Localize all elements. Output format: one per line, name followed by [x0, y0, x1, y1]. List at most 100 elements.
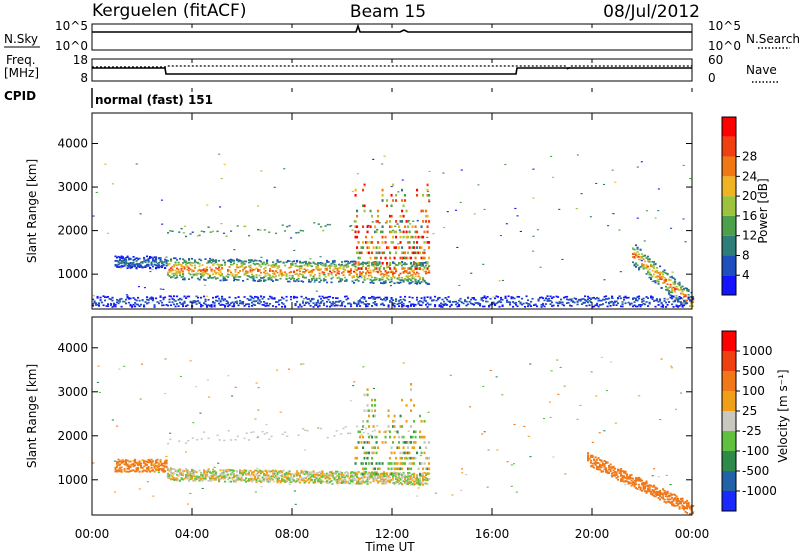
heatmap-cell	[117, 461, 120, 463]
heatmap-cell	[614, 181, 617, 183]
heatmap-cell	[419, 262, 422, 265]
heatmap-cell	[254, 418, 257, 420]
heatmap-cell	[671, 295, 674, 298]
heatmap-cell	[404, 262, 407, 265]
heatmap-cell	[125, 261, 128, 264]
heatmap-cell	[416, 263, 419, 265]
heatmap-cell	[645, 480, 648, 483]
heatmap-cell	[252, 277, 255, 279]
heatmap-cell	[417, 303, 420, 305]
heatmap-cell	[620, 478, 623, 481]
heatmap-cell	[530, 300, 533, 303]
heatmap-cell	[138, 299, 141, 302]
heatmap-cell	[642, 487, 645, 490]
heatmap-cell	[170, 260, 173, 262]
heatmap-cell	[248, 303, 251, 305]
heatmap-cell	[123, 300, 126, 303]
heatmap-cell	[126, 256, 129, 258]
heatmap-cell	[534, 303, 537, 306]
heatmap-cell	[362, 467, 365, 471]
heatmap-cell	[294, 262, 297, 265]
heatmap-cell	[290, 473, 293, 476]
heatmap-cell	[266, 262, 269, 264]
heatmap-cell	[249, 295, 252, 298]
heatmap-cell	[602, 464, 605, 467]
heatmap-cell	[287, 259, 290, 262]
heatmap-cell	[227, 260, 230, 262]
heatmap-cell	[144, 301, 147, 303]
heatmap-cell	[408, 270, 411, 273]
heatmap-cell	[263, 271, 266, 274]
heatmap-cell	[128, 301, 131, 304]
heatmap-cell	[396, 479, 399, 482]
heatmap-cell	[278, 299, 281, 302]
heatmap-cell	[654, 276, 657, 278]
heatmap-cell	[236, 263, 239, 266]
heatmap-cell	[206, 266, 209, 269]
heatmap-cell	[686, 512, 689, 514]
heatmap-cell	[293, 270, 296, 273]
heatmap-cell	[209, 274, 212, 277]
heatmap-cell	[360, 472, 363, 476]
heatmap-cell	[176, 272, 179, 274]
heatmap-cell	[335, 265, 338, 267]
heatmap-cell	[297, 434, 300, 436]
heatmap-cell	[126, 465, 129, 467]
heatmap-cell	[375, 304, 378, 307]
heatmap-cell	[290, 481, 293, 483]
heatmap-cell	[632, 248, 635, 250]
heatmap-cell	[414, 282, 417, 285]
heatmap-cell	[595, 182, 598, 184]
heatmap-cell	[251, 273, 254, 276]
heatmap-cell	[408, 451, 411, 455]
heatmap-cell	[401, 477, 404, 480]
heatmap-cell	[617, 468, 620, 471]
heatmap-cell	[377, 296, 380, 299]
heatmap-cell	[345, 471, 348, 473]
heatmap-cell	[312, 473, 315, 476]
heatmap-cell	[636, 305, 639, 308]
heatmap-cell	[668, 291, 671, 294]
heatmap-cell	[420, 451, 423, 455]
heatmap-cell	[92, 304, 95, 307]
heatmap-cell	[135, 260, 138, 262]
heatmap-cell	[630, 302, 633, 305]
heatmap-cell	[405, 209, 408, 213]
heatmap-cell	[354, 482, 357, 485]
heatmap-cell	[552, 304, 555, 307]
heatmap-cell	[152, 265, 155, 268]
heatmap-cell	[117, 468, 120, 471]
heatmap-cell	[408, 272, 411, 274]
heatmap-cell	[300, 261, 303, 264]
heatmap-cell	[318, 269, 321, 271]
heatmap-cell	[394, 430, 397, 433]
heatmap-cell	[254, 475, 257, 478]
heatmap-cell	[513, 297, 516, 300]
heatmap-cell	[428, 170, 431, 172]
heatmap-cell	[302, 276, 305, 278]
heatmap-cell	[165, 261, 168, 263]
heatmap-cell	[371, 456, 374, 460]
heatmap-cell	[257, 280, 260, 283]
heatmap-cell	[407, 275, 410, 278]
heatmap-cell	[384, 435, 387, 439]
heatmap-cell	[150, 462, 153, 464]
heatmap-cell	[510, 296, 513, 298]
heatmap-cell	[212, 473, 215, 475]
heatmap-cell	[416, 267, 419, 270]
heatmap-cell	[566, 298, 569, 301]
heatmap-cell	[300, 471, 303, 474]
heatmap-cell	[296, 260, 299, 263]
heatmap-cell	[258, 302, 261, 305]
heatmap-cell	[216, 476, 219, 478]
heatmap-cell	[242, 268, 245, 271]
heatmap-cell	[227, 478, 230, 481]
heatmap-cell	[420, 281, 423, 283]
heatmap-cell	[216, 434, 219, 436]
heatmap-cell	[240, 302, 243, 305]
heatmap-cell	[684, 501, 687, 504]
heatmap-cell	[305, 477, 308, 479]
heatmap-cell	[663, 297, 666, 300]
heatmap-cell	[372, 472, 375, 476]
heatmap-cell	[207, 468, 210, 471]
